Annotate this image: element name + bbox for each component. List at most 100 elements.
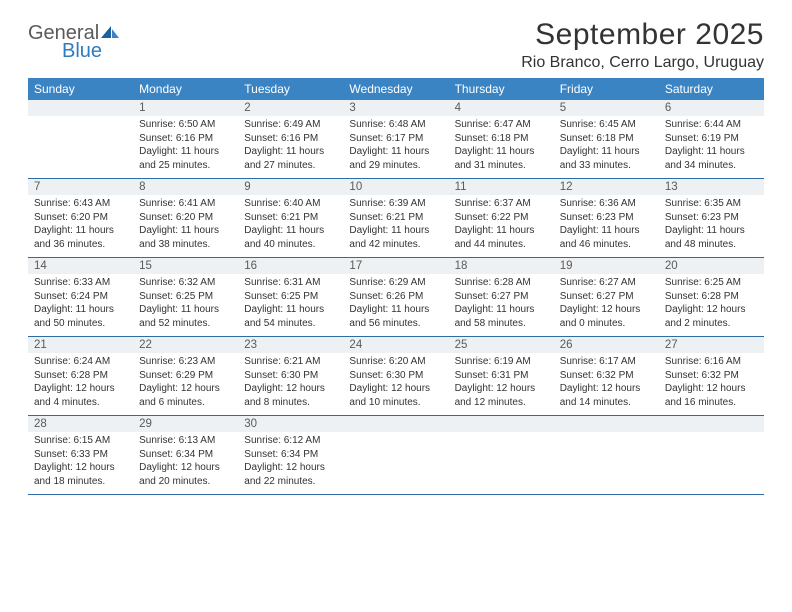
sunrise-text: Sunrise: 6:23 AM	[139, 355, 232, 369]
day-number: 3	[343, 100, 448, 116]
day-cell: Sunrise: 6:49 AMSunset: 6:16 PMDaylight:…	[238, 116, 343, 178]
daylight-text: Daylight: 12 hours and 22 minutes.	[244, 461, 337, 488]
day-cell: Sunrise: 6:28 AMSunset: 6:27 PMDaylight:…	[449, 274, 554, 336]
day-body-row: Sunrise: 6:43 AMSunset: 6:20 PMDaylight:…	[28, 195, 764, 257]
day-number	[554, 416, 659, 432]
daylight-text: Daylight: 11 hours and 29 minutes.	[349, 145, 442, 172]
day-cell: Sunrise: 6:44 AMSunset: 6:19 PMDaylight:…	[659, 116, 764, 178]
day-body-row: Sunrise: 6:24 AMSunset: 6:28 PMDaylight:…	[28, 353, 764, 415]
day-number: 28	[28, 416, 133, 432]
sunset-text: Sunset: 6:33 PM	[34, 448, 127, 462]
sunrise-text: Sunrise: 6:20 AM	[349, 355, 442, 369]
weekday-label: Wednesday	[343, 78, 448, 100]
day-number	[449, 416, 554, 432]
day-number: 21	[28, 337, 133, 353]
sunrise-text: Sunrise: 6:50 AM	[139, 118, 232, 132]
day-number: 13	[659, 179, 764, 195]
sunset-text: Sunset: 6:18 PM	[560, 132, 653, 146]
sunrise-text: Sunrise: 6:40 AM	[244, 197, 337, 211]
sunrise-text: Sunrise: 6:41 AM	[139, 197, 232, 211]
day-number-row: 282930	[28, 416, 764, 432]
location: Rio Branco, Cerro Largo, Uruguay	[521, 54, 764, 72]
daylight-text: Daylight: 12 hours and 18 minutes.	[34, 461, 127, 488]
sunrise-text: Sunrise: 6:36 AM	[560, 197, 653, 211]
day-cell: Sunrise: 6:31 AMSunset: 6:25 PMDaylight:…	[238, 274, 343, 336]
daylight-text: Daylight: 11 hours and 27 minutes.	[244, 145, 337, 172]
sunset-text: Sunset: 6:27 PM	[560, 290, 653, 304]
day-number-row: 21222324252627	[28, 337, 764, 353]
daylight-text: Daylight: 11 hours and 52 minutes.	[139, 303, 232, 330]
daylight-text: Daylight: 12 hours and 4 minutes.	[34, 382, 127, 409]
day-cell: Sunrise: 6:45 AMSunset: 6:18 PMDaylight:…	[554, 116, 659, 178]
sunset-text: Sunset: 6:16 PM	[139, 132, 232, 146]
daylight-text: Daylight: 11 hours and 40 minutes.	[244, 224, 337, 251]
sunset-text: Sunset: 6:28 PM	[34, 369, 127, 383]
day-cell: Sunrise: 6:32 AMSunset: 6:25 PMDaylight:…	[133, 274, 238, 336]
day-cell: Sunrise: 6:13 AMSunset: 6:34 PMDaylight:…	[133, 432, 238, 494]
day-number: 6	[659, 100, 764, 116]
sunset-text: Sunset: 6:34 PM	[244, 448, 337, 462]
day-number: 26	[554, 337, 659, 353]
sunset-text: Sunset: 6:22 PM	[455, 211, 548, 225]
sunrise-text: Sunrise: 6:17 AM	[560, 355, 653, 369]
sunrise-text: Sunrise: 6:29 AM	[349, 276, 442, 290]
sunset-text: Sunset: 6:28 PM	[665, 290, 758, 304]
day-cell: Sunrise: 6:39 AMSunset: 6:21 PMDaylight:…	[343, 195, 448, 257]
day-number	[659, 416, 764, 432]
sunrise-text: Sunrise: 6:25 AM	[665, 276, 758, 290]
day-cell: Sunrise: 6:21 AMSunset: 6:30 PMDaylight:…	[238, 353, 343, 415]
week-row: 21222324252627Sunrise: 6:24 AMSunset: 6:…	[28, 337, 764, 416]
daylight-text: Daylight: 11 hours and 25 minutes.	[139, 145, 232, 172]
sunset-text: Sunset: 6:17 PM	[349, 132, 442, 146]
day-number-row: 123456	[28, 100, 764, 116]
day-number: 19	[554, 258, 659, 274]
day-cell: Sunrise: 6:36 AMSunset: 6:23 PMDaylight:…	[554, 195, 659, 257]
sunset-text: Sunset: 6:23 PM	[560, 211, 653, 225]
day-number: 20	[659, 258, 764, 274]
day-cell: Sunrise: 6:35 AMSunset: 6:23 PMDaylight:…	[659, 195, 764, 257]
day-number: 27	[659, 337, 764, 353]
day-cell: Sunrise: 6:12 AMSunset: 6:34 PMDaylight:…	[238, 432, 343, 494]
day-body-row: Sunrise: 6:15 AMSunset: 6:33 PMDaylight:…	[28, 432, 764, 494]
daylight-text: Daylight: 12 hours and 12 minutes.	[455, 382, 548, 409]
weekday-header: SundayMondayTuesdayWednesdayThursdayFrid…	[28, 78, 764, 100]
day-cell: Sunrise: 6:29 AMSunset: 6:26 PMDaylight:…	[343, 274, 448, 336]
day-number: 1	[133, 100, 238, 116]
daylight-text: Daylight: 11 hours and 44 minutes.	[455, 224, 548, 251]
day-cell: Sunrise: 6:27 AMSunset: 6:27 PMDaylight:…	[554, 274, 659, 336]
sunrise-text: Sunrise: 6:35 AM	[665, 197, 758, 211]
day-number: 18	[449, 258, 554, 274]
day-number: 29	[133, 416, 238, 432]
daylight-text: Daylight: 11 hours and 42 minutes.	[349, 224, 442, 251]
sunset-text: Sunset: 6:29 PM	[139, 369, 232, 383]
day-number: 8	[133, 179, 238, 195]
day-cell	[28, 116, 133, 178]
weekday-label: Saturday	[659, 78, 764, 100]
day-number: 10	[343, 179, 448, 195]
sunset-text: Sunset: 6:32 PM	[560, 369, 653, 383]
sunrise-text: Sunrise: 6:39 AM	[349, 197, 442, 211]
weekday-label: Tuesday	[238, 78, 343, 100]
day-number: 2	[238, 100, 343, 116]
sunrise-text: Sunrise: 6:13 AM	[139, 434, 232, 448]
sunset-text: Sunset: 6:32 PM	[665, 369, 758, 383]
logo-text-block: General Blue	[28, 24, 121, 60]
sunrise-text: Sunrise: 6:33 AM	[34, 276, 127, 290]
sunrise-text: Sunrise: 6:19 AM	[455, 355, 548, 369]
sunrise-text: Sunrise: 6:47 AM	[455, 118, 548, 132]
calendar: SundayMondayTuesdayWednesdayThursdayFrid…	[28, 78, 764, 495]
day-cell	[343, 432, 448, 494]
sunrise-text: Sunrise: 6:21 AM	[244, 355, 337, 369]
sunset-text: Sunset: 6:25 PM	[139, 290, 232, 304]
day-number: 25	[449, 337, 554, 353]
day-cell: Sunrise: 6:25 AMSunset: 6:28 PMDaylight:…	[659, 274, 764, 336]
day-cell: Sunrise: 6:33 AMSunset: 6:24 PMDaylight:…	[28, 274, 133, 336]
sunrise-text: Sunrise: 6:37 AM	[455, 197, 548, 211]
day-cell: Sunrise: 6:40 AMSunset: 6:21 PMDaylight:…	[238, 195, 343, 257]
day-cell: Sunrise: 6:20 AMSunset: 6:30 PMDaylight:…	[343, 353, 448, 415]
sunset-text: Sunset: 6:21 PM	[244, 211, 337, 225]
daylight-text: Daylight: 11 hours and 46 minutes.	[560, 224, 653, 251]
sunrise-text: Sunrise: 6:43 AM	[34, 197, 127, 211]
logo: General Blue	[28, 18, 121, 60]
day-body-row: Sunrise: 6:50 AMSunset: 6:16 PMDaylight:…	[28, 116, 764, 178]
